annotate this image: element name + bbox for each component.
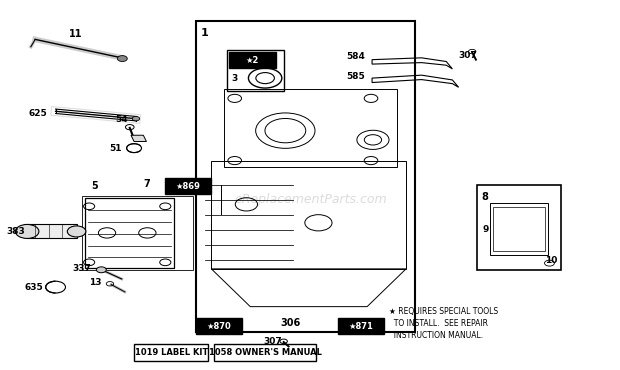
Polygon shape (131, 135, 146, 141)
Text: 5: 5 (91, 181, 97, 191)
Circle shape (68, 226, 86, 237)
Bar (211, 161, 406, 269)
Bar (85, 198, 174, 268)
Text: 3: 3 (231, 74, 237, 83)
Text: 635: 635 (24, 283, 43, 292)
Text: ★871: ★871 (349, 322, 374, 331)
Bar (215, 343, 316, 361)
Text: 1019 LABEL KIT: 1019 LABEL KIT (135, 348, 208, 357)
Bar (477, 185, 560, 270)
Bar (338, 318, 384, 334)
Text: 10: 10 (545, 256, 557, 265)
Bar (196, 318, 242, 334)
Text: ★ REQUIRES SPECIAL TOOLS
  TO INSTALL.  SEE REPAIR
  INSTRUCTION MANUAL.: ★ REQUIRES SPECIAL TOOLS TO INSTALL. SEE… (389, 307, 498, 340)
Text: 383: 383 (6, 227, 25, 236)
Text: 51: 51 (109, 144, 122, 153)
Bar (224, 89, 397, 168)
Text: eReplacementParts.com: eReplacementParts.com (234, 193, 386, 206)
Text: 585: 585 (346, 73, 365, 81)
Circle shape (96, 267, 106, 273)
Bar (134, 343, 208, 361)
Text: ★870: ★870 (206, 322, 231, 331)
Text: ★869: ★869 (175, 182, 201, 191)
Text: 307: 307 (459, 51, 477, 60)
Circle shape (132, 117, 140, 121)
Text: 11: 11 (69, 29, 82, 39)
Circle shape (117, 56, 127, 61)
Bar (493, 207, 545, 251)
Text: 584: 584 (346, 52, 365, 61)
Text: 7: 7 (143, 179, 149, 189)
Bar (82, 196, 193, 270)
Text: 307: 307 (264, 337, 283, 346)
Text: 54: 54 (115, 115, 128, 124)
Text: ★2: ★2 (246, 56, 259, 64)
Text: 9: 9 (482, 225, 489, 234)
Text: 337: 337 (72, 264, 91, 273)
Circle shape (16, 225, 39, 238)
Bar (227, 50, 284, 91)
Bar (490, 204, 548, 255)
Text: 13: 13 (89, 278, 101, 287)
Text: 1058 OWNER'S MANUAL: 1058 OWNER'S MANUAL (209, 348, 322, 357)
Bar (165, 178, 211, 194)
Text: 306: 306 (280, 318, 301, 328)
Bar (27, 225, 77, 238)
Bar (229, 52, 276, 68)
Text: 1: 1 (201, 28, 208, 38)
Text: 625: 625 (29, 109, 48, 118)
Text: 8: 8 (482, 192, 489, 202)
Bar (196, 21, 415, 332)
